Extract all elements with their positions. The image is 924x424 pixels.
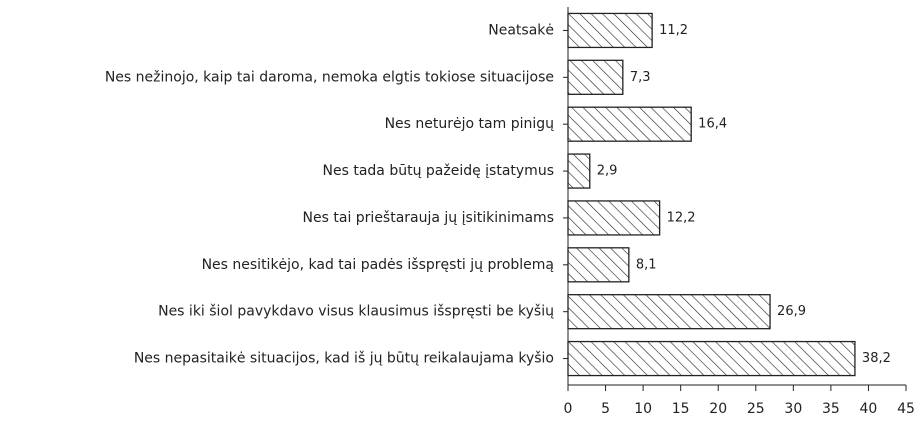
bar (567, 12, 653, 49)
y-tick-label: Nes neturėjo tam pinigų (385, 116, 555, 132)
bar (567, 106, 692, 142)
x-tick-label: 5 (601, 401, 610, 417)
value-label: 26,9 (777, 304, 806, 319)
value-label: 16,4 (698, 117, 727, 132)
x-tick-label: 45 (897, 401, 915, 417)
y-tick-label: Nes nežinojo, kaip tai daroma, nemoka el… (105, 69, 554, 85)
bar (567, 200, 661, 236)
value-label: 2,9 (597, 164, 618, 179)
x-tick-label: 0 (564, 401, 573, 417)
bar (567, 153, 591, 189)
y-tick-label: Nes tada būtų pažeidę įstatymus (323, 163, 555, 179)
y-tick-label: Nes iki šiol pavykdavo visus klausimus i… (158, 304, 554, 320)
x-tick-label: 20 (709, 401, 727, 417)
bar (567, 247, 630, 283)
x-tick-label: 10 (634, 401, 652, 417)
value-label: 8,1 (636, 257, 657, 272)
x-tick-label: 15 (672, 401, 690, 417)
value-label: 11,2 (659, 23, 688, 38)
y-tick-label: Nes tai prieštarauja jų įsitikinimams (303, 210, 554, 226)
y-tick-label: Nes nepasitaikė situacijos, kad iš jų bū… (134, 351, 554, 367)
bar (567, 340, 856, 377)
bar (567, 294, 771, 330)
bar (567, 59, 624, 95)
value-label: 7,3 (630, 70, 651, 85)
x-tick-label: 35 (822, 401, 840, 417)
value-label: 38,2 (862, 351, 891, 366)
x-tick-label: 40 (860, 401, 878, 417)
value-label: 12,2 (667, 210, 696, 225)
x-tick-label: 30 (784, 401, 802, 417)
x-tick-label: 25 (747, 401, 765, 417)
y-tick-label: Neatsakė (488, 22, 554, 38)
y-tick-label: Nes nesitikėjo, kad tai padės išspręsti … (202, 257, 554, 273)
